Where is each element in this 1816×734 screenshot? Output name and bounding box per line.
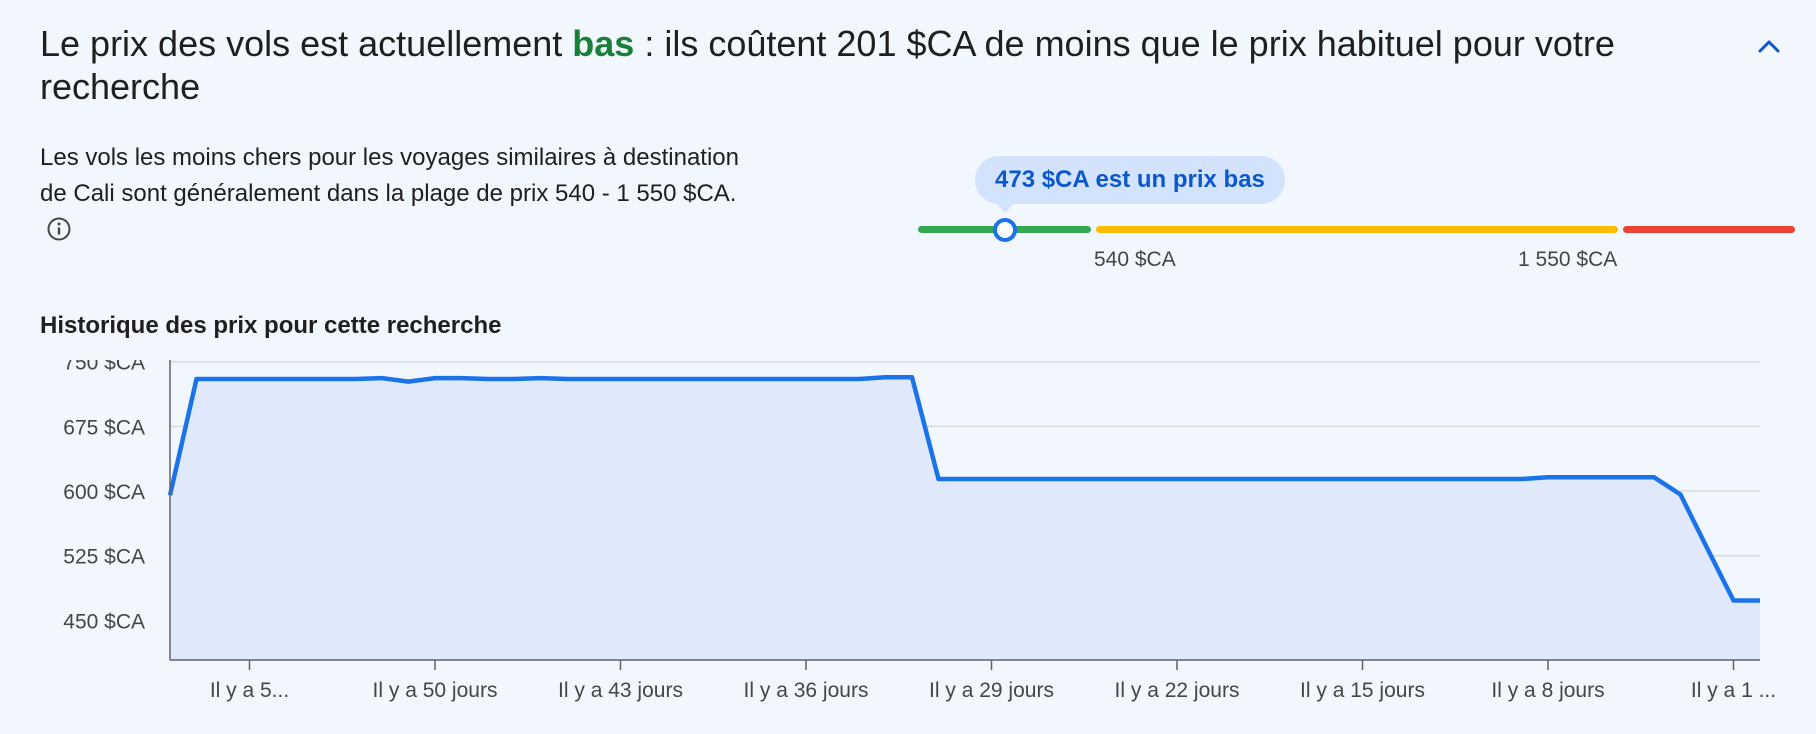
description-text: Les vols les moins chers pour les voyage… (40, 144, 739, 207)
chevron-up-icon (1758, 40, 1780, 53)
y-tick-label: 525 $CA (63, 546, 145, 569)
x-tick-label: Il y a 50 jours (373, 679, 498, 702)
insight-headline: Le prix des vols est actuellement bas : … (40, 22, 1700, 108)
x-tick-label: Il y a 8 jours (1491, 679, 1604, 702)
headline-text-start: Le prix des vols est actuellement (40, 23, 573, 64)
y-tick-label: 450 $CA (63, 610, 145, 633)
x-tick-label: Il y a 29 jours (929, 679, 1054, 702)
price-line (167, 374, 1760, 603)
range-high-label: 1 550 $CA (1518, 248, 1618, 271)
price-range-indicator: 473 $CA est un prix bas 540 $CA 1 550 $C… (915, 150, 1795, 290)
bubble-tail (996, 203, 1014, 213)
info-icon[interactable] (46, 216, 72, 253)
price-history-chart: 450 $CA 525 $CA 600 $CA 675 $CA 750 $CA Il y … (63, 360, 1776, 702)
x-tick-label: Il y a 5... (210, 679, 289, 702)
y-tick-label: 600 $CA (63, 481, 145, 504)
current-price-marker (993, 218, 1017, 242)
y-tick-label: 750 $CA (63, 360, 145, 375)
price-level-word: bas (572, 23, 635, 64)
x-tick-label: Il y a 43 jours (558, 679, 683, 702)
collapse-button[interactable] (1750, 28, 1788, 66)
x-tick-label: Il y a 36 jours (744, 679, 869, 702)
range-low-label: 540 $CA (1094, 248, 1176, 271)
typical-price-segment (1096, 226, 1618, 233)
y-tick-label: 675 $CA (63, 416, 145, 439)
x-tick-label: Il y a 15 jours (1300, 679, 1425, 702)
price-insight-description: Les vols les moins chers pour les voyage… (40, 140, 740, 253)
high-price-segment (1623, 226, 1795, 233)
x-tick-label: Il y a 1 ... (1691, 679, 1776, 702)
current-price-bubble: 473 $CA est un prix bas (975, 156, 1285, 204)
price-area-fill (170, 377, 1760, 660)
headline-text-end: : ils coûtent 201 $CA de moins que le pr… (40, 23, 1615, 107)
x-tick-label: Il y a 22 jours (1115, 679, 1240, 702)
price-history-title: Historique des prix pour cette recherche (40, 312, 502, 339)
